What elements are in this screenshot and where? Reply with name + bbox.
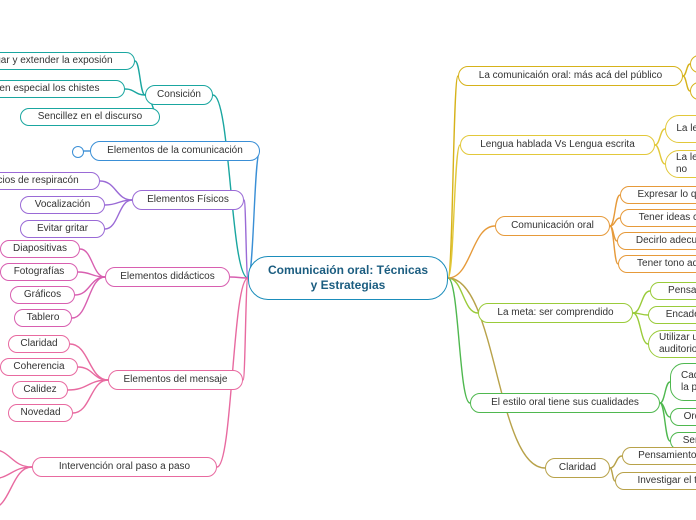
- mindmap-node[interactable]: El estilo oral tiene sus cualidades: [470, 393, 660, 413]
- mindmap-node[interactable]: Novedad: [8, 404, 73, 422]
- mindmap-node[interactable]: Elementos didácticos: [105, 267, 230, 287]
- mindmap-node[interactable]: La lengu a que no: [665, 150, 696, 178]
- mindmap-node[interactable]: Orden: [670, 408, 696, 426]
- mindmap-node[interactable]: Tablero: [14, 309, 72, 327]
- center-node[interactable]: Comunicaión oral: Técnicas y Estrategias: [248, 256, 448, 300]
- mindmap-node[interactable]: Elementos del mensaje: [108, 370, 243, 390]
- mindmap-node[interactable]: Elementos Físicos: [132, 190, 244, 210]
- mindmap-node[interactable]: Pensamiento claro: [622, 447, 696, 465]
- mindmap-node[interactable]: Expresar lo que se pr: [620, 186, 696, 204]
- mindmap-node[interactable]: Evitar gritar: [20, 220, 105, 238]
- mindmap-node[interactable]: La comunicaión oral: más acá del público: [458, 66, 683, 86]
- mindmap-node[interactable]: La meta: ser comprendido: [478, 303, 633, 323]
- mindmap-node[interactable]: Sencillez en el discurso: [20, 108, 160, 126]
- mindmap-node[interactable]: La lengu desorde: [665, 115, 696, 143]
- mindmap-node[interactable]: Tener tono adecuado: [618, 255, 696, 273]
- mindmap-node[interactable]: Consición: [145, 85, 213, 105]
- mindmap-node[interactable]: Lengua hablada Vs Lengua escrita: [460, 135, 655, 155]
- mindmap-node[interactable]: ivagar y extender la exposión: [0, 52, 135, 70]
- mindmap-node[interactable]: Encadenar ide: [648, 306, 696, 324]
- mindmap-node[interactable]: Claridad: [8, 335, 70, 353]
- mindmap-node[interactable]: ar, en especial los chistes: [0, 80, 125, 98]
- mindmap-node[interactable]: Coherencia: [0, 358, 78, 376]
- mindmap-node[interactable]: Comunicación oral: [495, 216, 610, 236]
- mindmap-node[interactable]: Diapositivas: [0, 240, 80, 258]
- mindmap-node[interactable]: Gráficos: [10, 286, 75, 304]
- mindmap-node[interactable]: Cada pens la pa: [670, 363, 696, 401]
- mindmap-node[interactable]: Utilizar un v auditorio: [648, 330, 696, 358]
- mindmap-node[interactable]: Calidez: [12, 381, 68, 399]
- mindmap-node[interactable]: Fotografías: [0, 263, 78, 281]
- mindmap-node[interactable]: Pensar antes: [650, 282, 696, 300]
- mindmap-node[interactable]: Vocalización: [20, 196, 105, 214]
- mindmap-node[interactable]: Intervención oral paso a paso: [32, 457, 217, 477]
- mindmap-node[interactable]: Elementos de la comunicación: [90, 141, 260, 161]
- mindmap-node[interactable]: Claridad: [545, 458, 610, 478]
- mindmap-node[interactable]: Decirlo adecuadamen: [617, 232, 696, 250]
- mindmap-node[interactable]: Tener ideas concreta: [620, 209, 696, 227]
- mindmap-node[interactable]: Investigar el tipo de público qu: [615, 472, 696, 490]
- expand-dot[interactable]: [72, 146, 84, 158]
- mindmap-node[interactable]: ercicios de respiracón: [0, 172, 100, 190]
